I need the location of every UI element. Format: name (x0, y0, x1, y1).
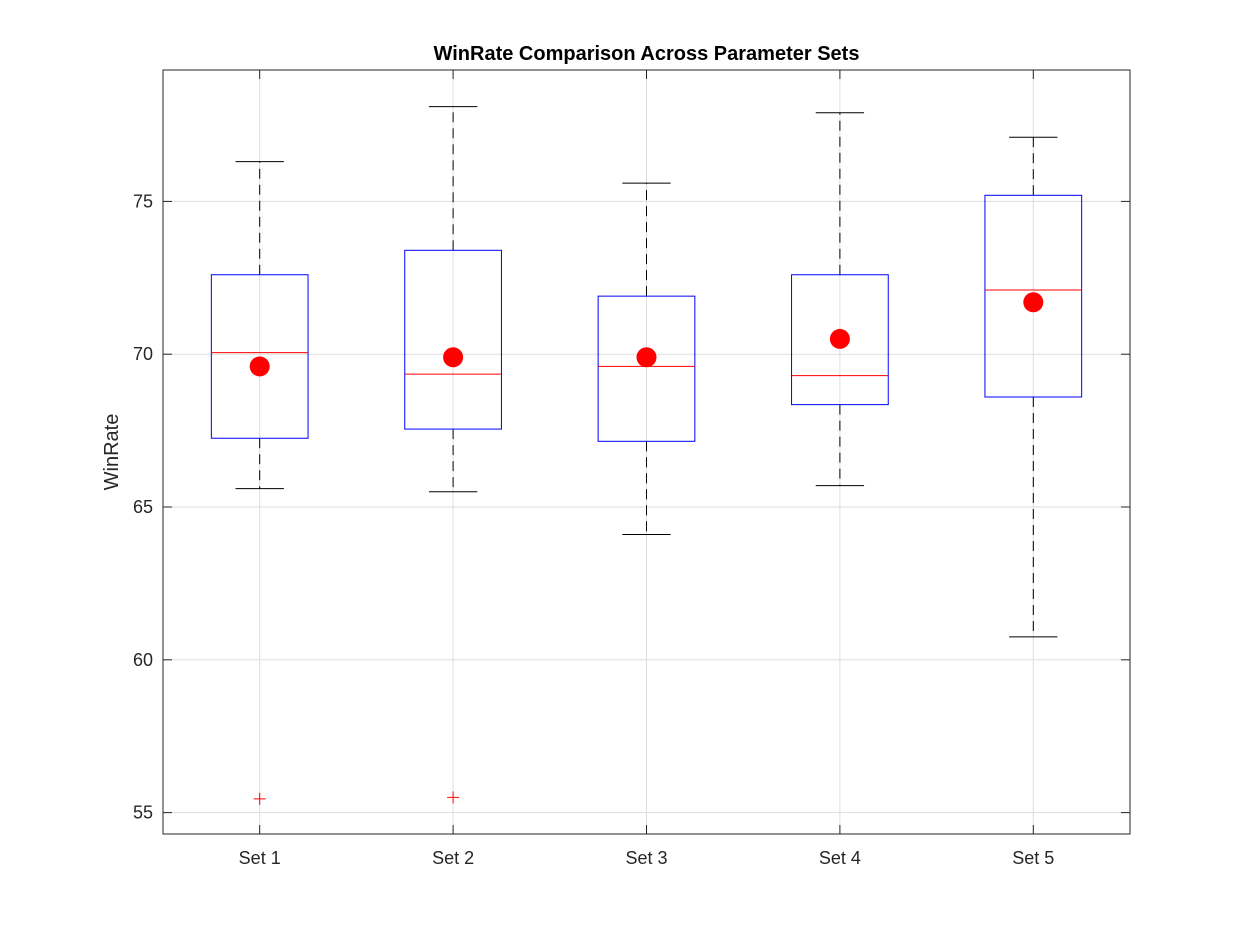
box-series (210, 106, 1083, 805)
box-group-2 (404, 106, 502, 804)
y-tick-label: 55 (133, 803, 153, 823)
x-tick-label: Set 1 (239, 848, 281, 868)
x-tick-label: Set 5 (1012, 848, 1054, 868)
outlier-marker (447, 791, 460, 804)
box-iqr (404, 249, 502, 430)
y-tick-label: 75 (133, 191, 153, 211)
chart-title: WinRate Comparison Across Parameter Sets (434, 43, 860, 65)
box-group-5 (984, 136, 1083, 638)
mean-marker (249, 356, 270, 377)
outlier-marker (253, 792, 266, 805)
axis-ticks: 55 60 65 70 75 Set 1 Set 2 Set 3 Set 4 Set 5 (133, 70, 1130, 868)
mean-marker (443, 347, 464, 368)
box-iqr (210, 274, 309, 439)
box-iqr (597, 295, 696, 442)
box-group-4 (791, 112, 889, 487)
box-iqr (791, 274, 889, 406)
x-tick-label: Set 3 (625, 848, 667, 868)
box-group-1 (210, 161, 309, 805)
y-tick-label: 60 (133, 650, 153, 670)
y-axis-title: WinRate (101, 414, 123, 491)
mean-marker (829, 328, 850, 349)
mean-marker (636, 347, 657, 368)
mean-marker (1023, 292, 1044, 313)
y-tick-label: 65 (133, 497, 153, 517)
x-tick-label: Set 2 (432, 848, 474, 868)
box-iqr (984, 194, 1083, 398)
box-group-3 (597, 182, 696, 536)
y-tick-label: 70 (133, 344, 153, 364)
x-tick-label: Set 4 (819, 848, 861, 868)
